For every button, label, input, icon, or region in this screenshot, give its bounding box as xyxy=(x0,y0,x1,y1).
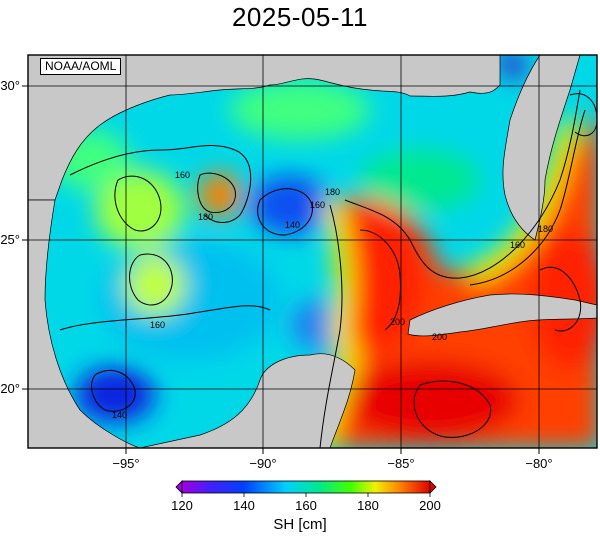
contour-label: 180 xyxy=(198,212,213,222)
contour-label: 180 xyxy=(538,224,553,234)
contour-label: 160 xyxy=(150,320,165,330)
lon-tick-95: −95° xyxy=(112,456,139,471)
contour-label: 200 xyxy=(432,332,447,342)
colorbar-tick-160: 160 xyxy=(295,498,317,513)
contour-label: 140 xyxy=(285,220,300,230)
contour-label: 160 xyxy=(310,200,325,210)
contour-label: 140 xyxy=(112,410,127,420)
lon-tick-85: −85° xyxy=(387,456,414,471)
colorbar-tick-140: 140 xyxy=(233,498,255,513)
lat-tick-20: 20° xyxy=(0,381,20,396)
map-field xyxy=(28,55,597,448)
contour-label: 180 xyxy=(325,187,340,197)
colorbar-tick-200: 200 xyxy=(419,498,441,513)
lon-tick-80: −80° xyxy=(525,456,552,471)
lat-tick-30: 30° xyxy=(0,78,20,93)
map-frame xyxy=(27,54,598,449)
source-badge: NOAA/AOML xyxy=(40,58,122,75)
colorbar-tick-120: 120 xyxy=(171,498,193,513)
colorbar-tick-180: 180 xyxy=(357,498,379,513)
graticule xyxy=(28,55,597,448)
contour-labels: 160 180 140 160 180 160 200 200 180 160 … xyxy=(112,170,553,420)
contour-lines xyxy=(59,89,597,448)
tick-marks xyxy=(22,85,540,454)
lon-tick-90: −90° xyxy=(249,456,276,471)
map-title: 2025-05-11 xyxy=(231,2,369,32)
contour-label: 160 xyxy=(175,170,190,180)
colorbar xyxy=(175,480,437,497)
colorbar-label: SH [cm] xyxy=(273,516,327,533)
contour-label: 160 xyxy=(510,240,525,250)
land-masses xyxy=(28,55,597,448)
contour-label: 200 xyxy=(390,317,405,327)
lat-tick-25: 25° xyxy=(0,232,20,247)
